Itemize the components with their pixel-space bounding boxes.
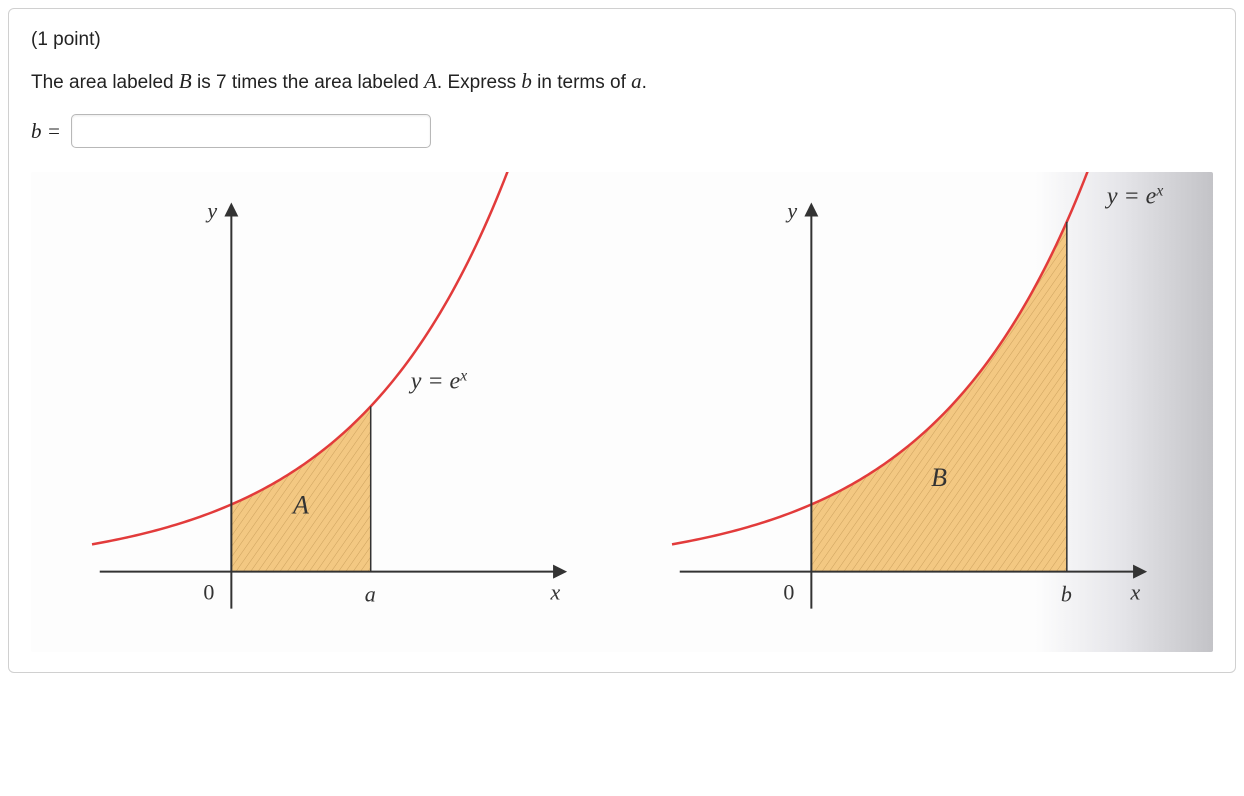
svg-text:y: y	[205, 198, 217, 223]
points-label: (1 point)	[31, 29, 1213, 51]
svg-text:B: B	[931, 463, 947, 492]
svg-text:b: b	[1061, 582, 1072, 607]
var-a: a	[631, 69, 642, 93]
answer-row: b =	[31, 114, 1213, 148]
answer-var: b	[31, 119, 42, 143]
var-B: B	[179, 69, 192, 93]
svg-text:y = ex: y = ex	[409, 367, 468, 395]
figures-svg: y x 0 a Ay = ex y x 0 b By = ex	[31, 172, 1213, 652]
text-mid2: . Express	[437, 72, 521, 93]
text-mid3: in terms of	[532, 72, 631, 93]
problem-statement: The area labeled B is 7 times the area l…	[31, 69, 1213, 94]
svg-text:A: A	[291, 491, 309, 520]
svg-text:x: x	[550, 580, 561, 605]
svg-text:0: 0	[783, 580, 794, 605]
answer-label: b =	[31, 119, 61, 144]
answer-eq: =	[42, 119, 61, 143]
problem-container: (1 point) The area labeled B is 7 times …	[8, 8, 1236, 673]
svg-text:y: y	[785, 198, 797, 223]
figures-panel: y x 0 a Ay = ex y x 0 b By = ex	[31, 172, 1213, 652]
text-mid1: is 7 times the area labeled	[192, 72, 424, 93]
var-b: b	[521, 69, 532, 93]
answer-input[interactable]	[71, 114, 431, 148]
svg-text:y = ex: y = ex	[1105, 182, 1164, 210]
var-A: A	[424, 69, 437, 93]
svg-text:a: a	[365, 582, 376, 607]
svg-text:x: x	[1130, 580, 1141, 605]
text-end: .	[642, 72, 647, 93]
text-pre: The area labeled	[31, 72, 179, 93]
svg-text:0: 0	[203, 580, 214, 605]
